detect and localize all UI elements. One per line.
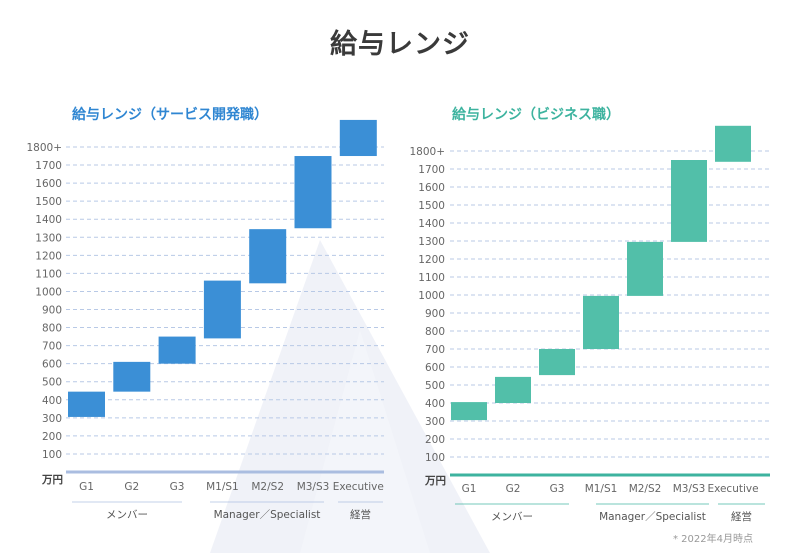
salary-range-bar-executive [715,125,751,162]
y-unit-label: 万円 [41,474,63,486]
category-label: G3 [550,483,565,495]
salary-range-bar-g3 [158,336,196,364]
y-tick-label: 1000 [418,290,445,302]
y-tick-label: 500 [425,380,445,392]
category-label: G1 [462,483,477,495]
category-label: M2/S2 [251,481,284,493]
salary-range-bar-m3-s3 [671,160,707,242]
y-tick-label: 400 [425,398,445,410]
y-tick-label: 1100 [418,272,445,284]
salary-range-bar-m2-s2 [627,241,663,296]
y-tick-label: 800 [425,326,445,338]
y-tick-label: 900 [42,305,62,317]
y-tick-label: 900 [425,308,445,320]
y-unit-label: 万円 [424,475,446,487]
y-tick-label: 400 [42,395,62,407]
y-tick-label: 1800+ [409,146,445,158]
category-label: G2 [124,481,139,493]
y-tick-label: 1700 [35,160,62,172]
y-tick-label: 1200 [35,250,62,262]
salary-range-bar-m1-s1 [203,280,241,339]
salary-range-bar-g1 [451,402,487,421]
y-tick-label: 1000 [35,286,62,298]
category-label: G1 [79,481,94,493]
y-tick-label: 1300 [35,232,62,244]
y-tick-label: 500 [42,377,62,389]
y-tick-label: 300 [425,416,445,428]
y-tick-label: 1400 [418,218,445,230]
group-label: 経営 [731,510,752,523]
category-label: M3/S3 [673,483,706,495]
group-label: 経営 [350,508,371,521]
y-tick-label: 1800+ [26,142,62,154]
salary-range-bar-m1-s1 [583,295,619,349]
chart-title-business: 給与レンジ（ビジネス職） [452,107,620,123]
salary-range-bar-m2-s2 [249,229,287,284]
y-tick-label: 700 [42,341,62,353]
chart-title-service: 給与レンジ（サービス開発職） [72,107,268,123]
y-tick-label: 200 [42,431,62,443]
y-tick-label: 1100 [35,268,62,280]
y-tick-label: 700 [425,344,445,356]
y-tick-label: 1300 [418,236,445,248]
category-label: M1/S1 [206,481,239,493]
y-tick-label: 600 [42,359,62,371]
category-label: G2 [506,483,521,495]
group-label: Manager／Specialist [599,511,706,523]
y-tick-label: 100 [425,452,445,464]
salary-range-bar-g2 [495,376,531,403]
y-tick-label: 300 [42,413,62,425]
category-label: G3 [170,481,185,493]
salary-range-bar-g3 [539,349,575,376]
salary-range-bar-g2 [113,361,151,392]
category-label: M3/S3 [297,481,330,493]
salary-range-bar-m3-s3 [294,156,332,229]
y-tick-label: 1600 [418,182,445,194]
y-tick-label: 1500 [418,200,445,212]
y-tick-label: 1600 [35,178,62,190]
y-tick-label: 1500 [35,196,62,208]
y-tick-label: 800 [42,323,62,335]
y-tick-label: 100 [42,449,62,461]
y-tick-label: 1200 [418,254,445,266]
group-label: メンバー [491,511,533,523]
y-tick-label: 1700 [418,164,445,176]
footnote: * 2022年4月時点 [673,534,753,545]
page-title: 給与レンジ [330,29,470,60]
group-label: Manager／Specialist [214,509,321,521]
y-tick-label: 600 [425,362,445,374]
category-label: M1/S1 [585,483,618,495]
group-label: メンバー [106,509,148,521]
category-label: Executive [333,481,384,493]
salary-range-bar-g1 [68,391,105,417]
category-label: Executive [707,483,758,495]
category-label: M2/S2 [629,483,662,495]
salary-range-bar-executive [339,119,377,157]
y-tick-label: 1400 [35,214,62,226]
y-tick-label: 200 [425,434,445,446]
